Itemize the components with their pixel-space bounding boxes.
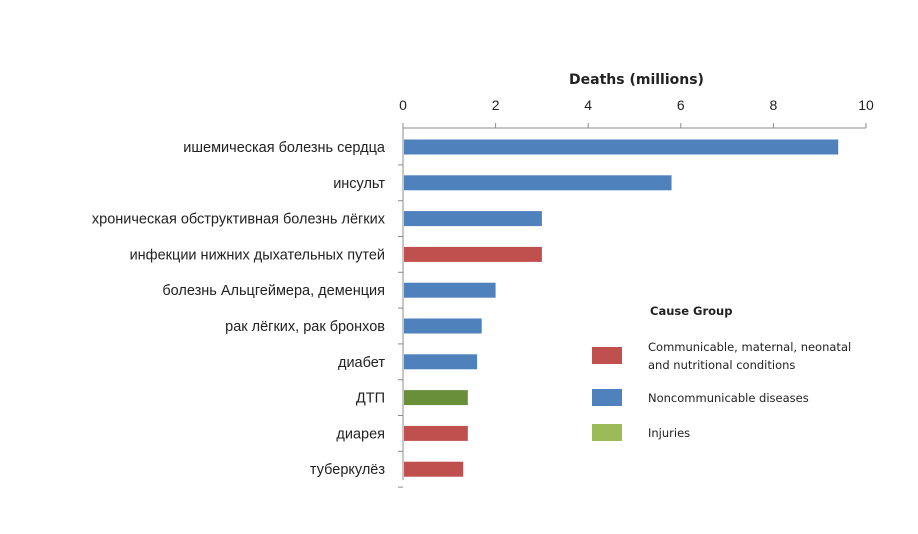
legend-swatch xyxy=(592,347,622,364)
legend-label: and nutritional conditions xyxy=(648,358,795,372)
legend-label: Communicable, maternal, neonatal xyxy=(648,340,851,354)
bar xyxy=(404,425,468,441)
x-axis-title: Deaths (millions) xyxy=(569,72,704,88)
category-label: инсульт xyxy=(333,176,385,192)
legend-swatch xyxy=(592,424,622,441)
x-tick-label: 10 xyxy=(858,97,874,113)
bar xyxy=(404,211,542,227)
legend-label: Injuries xyxy=(648,426,690,440)
category-label: болезнь Альцгеймера, деменция xyxy=(162,283,385,299)
legend-swatch xyxy=(592,389,622,406)
x-tick-label: 8 xyxy=(770,97,778,113)
x-tick-label: 4 xyxy=(584,97,592,113)
category-label: ДТП xyxy=(356,391,385,407)
category-label: ишемическая болезнь сердца xyxy=(183,140,386,156)
bar xyxy=(404,390,468,406)
x-tick-label: 0 xyxy=(399,97,407,113)
category-label: инфекции нижних дыхательных путей xyxy=(130,247,385,263)
legend: Cause Group Communicable, maternal, neona… xyxy=(592,304,851,441)
category-label: хроническая обструктивная болезнь лёгких xyxy=(92,212,386,228)
category-label: диарея xyxy=(336,426,385,442)
bar xyxy=(404,282,496,298)
x-tick-label: 6 xyxy=(677,97,685,113)
bar xyxy=(404,139,839,155)
x-tick-label: 2 xyxy=(492,97,500,113)
bar xyxy=(404,246,542,262)
bar xyxy=(404,175,672,191)
category-label: туберкулёз xyxy=(310,462,385,478)
bar xyxy=(404,461,464,477)
legend-title: Cause Group xyxy=(650,304,732,318)
bar xyxy=(404,318,482,334)
category-label: рак лёгких, рак бронхов xyxy=(225,319,385,335)
category-label: диабет xyxy=(338,355,385,371)
bar xyxy=(404,354,478,370)
legend-label: Noncommunicable diseases xyxy=(648,391,809,405)
